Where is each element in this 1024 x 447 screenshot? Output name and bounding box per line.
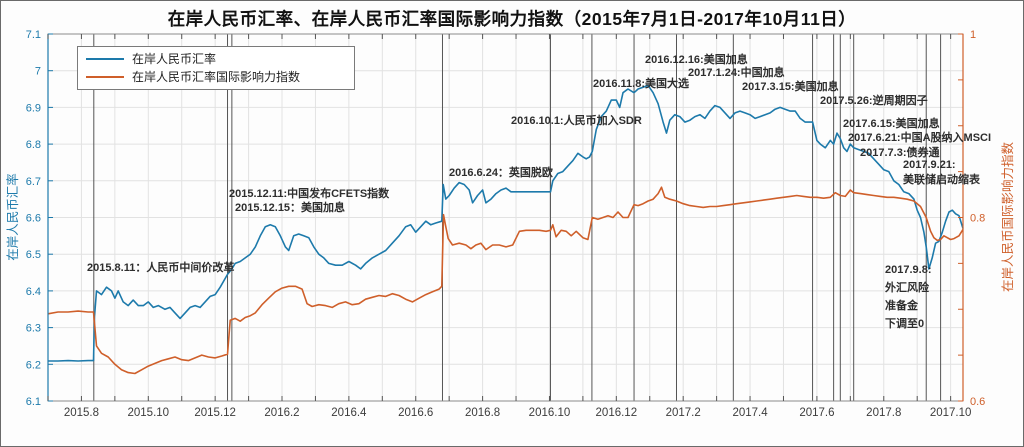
x-tick-label: 2016.2 (264, 407, 299, 419)
y-tick-label-left: 6.5 (26, 249, 41, 261)
axis-label-left: 在岸人民币汇率 (5, 173, 20, 261)
event-annotation: 2017.5.26:逆周期因子 (820, 93, 928, 107)
index-series-line (47, 186, 964, 375)
event-annotation: 2016.12.16:美国加息 (645, 52, 748, 66)
y-tick-label-left: 6.3 (26, 323, 41, 335)
rate-line-swatch (86, 57, 124, 60)
y-tick-label-left: 7.1 (26, 29, 41, 41)
event-annotation: 2017.7.3:债券通 (860, 145, 939, 159)
x-tick-label: 2016.10 (529, 407, 571, 419)
event-annotation: 2017.3.15:美国加息 (742, 79, 839, 93)
x-tick-label: 2017.8 (866, 407, 901, 419)
legend-item-rate: 在岸人民币汇率 (86, 51, 346, 66)
x-tick-label: 2015.8 (64, 407, 99, 419)
y-tick-label-left: 6.7 (26, 176, 41, 188)
event-annotation: 2015.8.11：人民币中间价改革 (87, 260, 234, 274)
event-annotation: 2016.6.24：英国脱欧 (449, 165, 553, 179)
y-tick-label-right: 0.6 (970, 396, 985, 408)
x-tick-label: 2017.2 (666, 407, 701, 419)
x-tick-label: 2017.10 (930, 407, 972, 419)
y-tick-label-left: 6.6 (26, 213, 41, 225)
legend-label-rate: 在岸人民币汇率 (132, 52, 217, 66)
x-tick-label: 2016.6 (398, 407, 433, 419)
event-annotation: 2016.10.1:人民币加入SDR (511, 113, 642, 127)
x-tick-label: 2016.12 (596, 407, 638, 419)
event-annotation: 2015.12.11:中国发布CFETS指数 (229, 186, 390, 200)
x-tick-label: 2016.8 (465, 407, 500, 419)
legend-label-index: 在岸人民币汇率国际影响力指数 (132, 70, 301, 84)
event-annotation: 2017.9.21: (903, 159, 956, 171)
y-tick-label-right: 1 (970, 29, 976, 41)
y-tick-label-left: 6.2 (26, 359, 41, 371)
y-tick-label-left: 7 (35, 66, 41, 78)
event-annotation: 外汇风险 (884, 280, 930, 294)
index-line-swatch (86, 75, 124, 78)
axis-label-right: 在岸人民币国际影响力指数 (1000, 142, 1015, 293)
event-annotation: 美联储启动缩表 (903, 172, 981, 186)
y-tick-label-left: 6.4 (26, 286, 41, 298)
x-tick-label: 2015.10 (128, 407, 170, 419)
event-annotation: 2015.12.15：美国加息 (235, 200, 345, 214)
legend: 在岸人民币汇率 在岸人民币汇率国际影响力指数 (77, 46, 355, 90)
y-tick-label-left: 6.1 (26, 396, 41, 408)
event-annotation: 2017.1.24:中国加息 (688, 65, 785, 79)
y-tick-label-right: 0.8 (970, 213, 985, 225)
chart-title: 在岸人民币汇率、在岸人民币汇率国际影响力指数（2015年7月1日-2017年10… (167, 9, 857, 29)
y-tick-label-left: 6.9 (26, 102, 41, 114)
x-tick-label: 2016.4 (331, 407, 367, 419)
legend-item-index: 在岸人民币汇率国际影响力指数 (86, 69, 346, 84)
y-tick-label-left: 6.8 (26, 139, 41, 151)
event-annotation: 2017.6.15:美国加息 (843, 116, 940, 130)
event-annotation: 下调至0 (885, 316, 924, 330)
x-tick-label: 2015.12 (194, 407, 236, 419)
event-annotation: 2016.11.8:美国大选 (593, 76, 689, 90)
x-tick-label: 2017.4 (732, 407, 768, 419)
x-tick-label: 2017.6 (799, 407, 834, 419)
event-annotation: 2017.6.21:中国A股纳入MSCI (848, 130, 991, 144)
rate-series-line (48, 84, 964, 362)
event-annotation: 准备金 (885, 298, 919, 312)
event-annotation: 2017.9.8: (885, 264, 931, 276)
